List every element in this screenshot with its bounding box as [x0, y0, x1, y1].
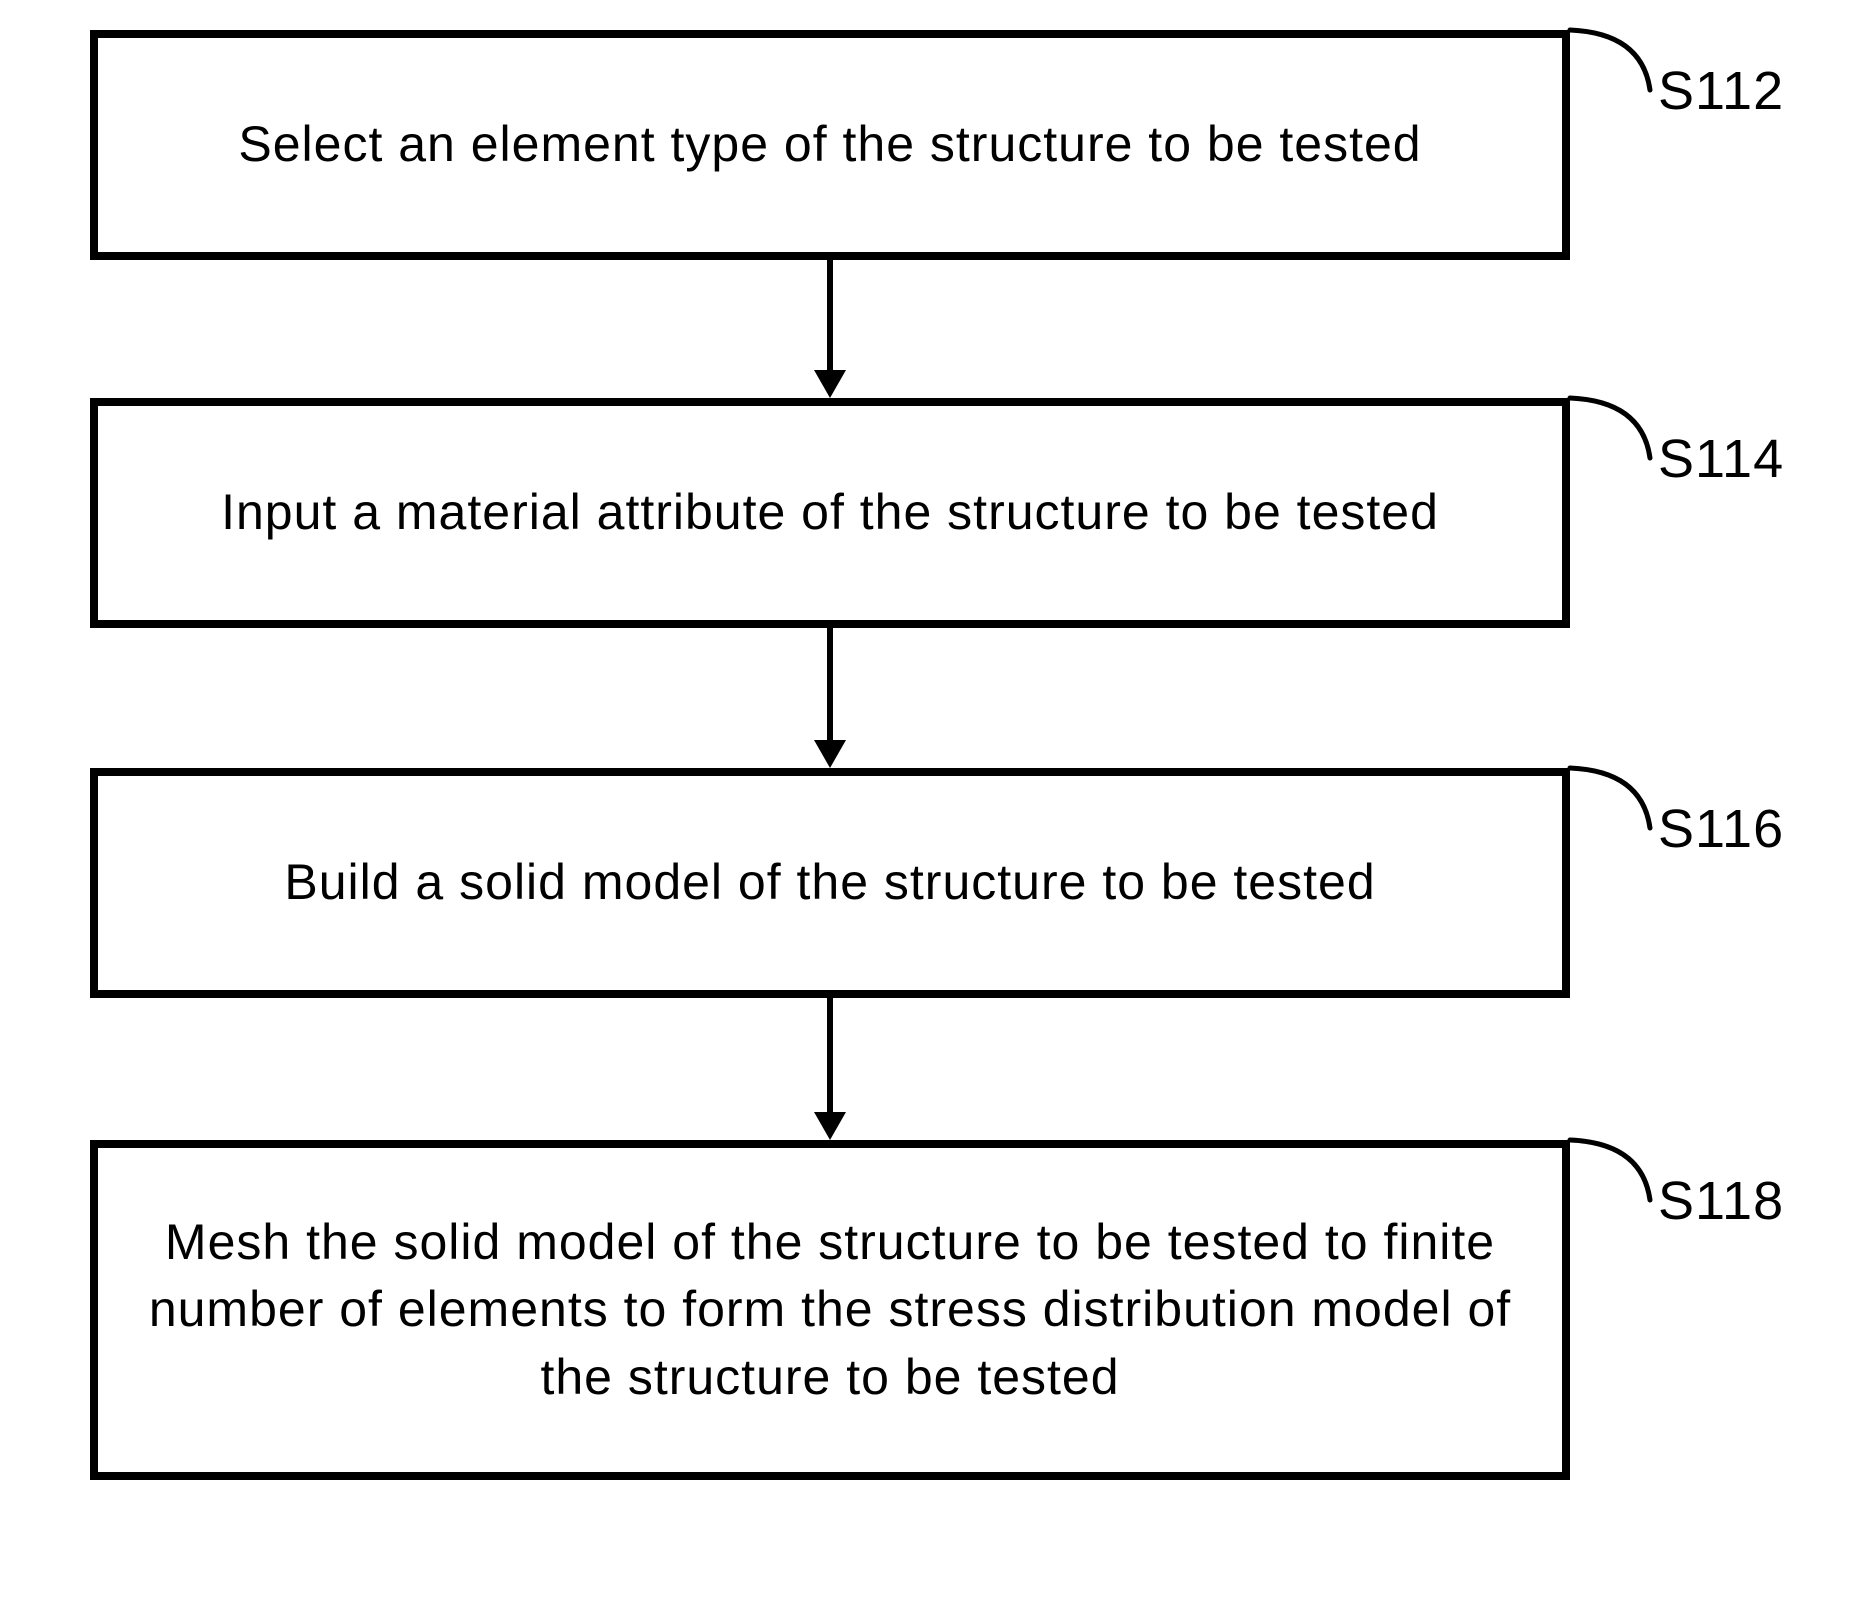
flow-node: Input a material attribute of the struct…	[90, 398, 1570, 628]
flow-node: Select an element type of the structure …	[90, 30, 1570, 260]
flow-node-text: Select an element type of the structure …	[238, 111, 1421, 179]
flow-node: Mesh the solid model of the structure to…	[90, 1140, 1570, 1480]
flow-arrow	[800, 998, 860, 1140]
step-label: S114	[1658, 428, 1784, 490]
flow-node-text: Input a material attribute of the struct…	[221, 479, 1439, 547]
step-label: S118	[1658, 1170, 1784, 1232]
flow-arrow	[800, 628, 860, 768]
flowchart-canvas: Select an element type of the structure …	[0, 0, 1876, 1612]
flow-node-text: Mesh the solid model of the structure to…	[138, 1209, 1522, 1412]
flow-node-text: Build a solid model of the structure to …	[284, 849, 1375, 917]
label-leader	[1570, 768, 1654, 832]
step-label: S116	[1658, 798, 1784, 860]
flow-node: Build a solid model of the structure to …	[90, 768, 1570, 998]
label-leader	[1570, 1140, 1654, 1204]
label-leader	[1570, 30, 1654, 94]
flow-arrow	[800, 260, 860, 398]
step-label: S112	[1658, 60, 1784, 122]
label-leader	[1570, 398, 1654, 462]
